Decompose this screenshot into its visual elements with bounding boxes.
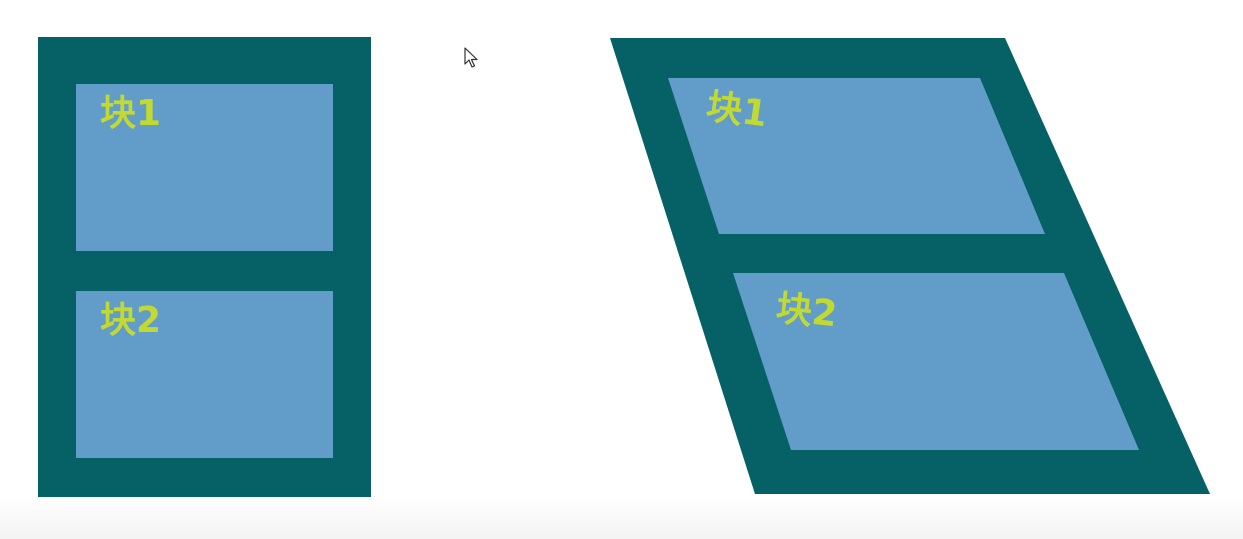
bottom-strip (0, 496, 1243, 539)
right-block-2-label: 块2 (774, 288, 839, 335)
left-block-1: 块1 (76, 84, 333, 251)
right-block-1 (668, 78, 1045, 234)
left-block-2: 块2 (76, 291, 333, 458)
right-block-1-label: 块1 (704, 86, 770, 135)
left-block-1-label: 块1 (100, 93, 162, 134)
left-container: 块1 块2 (38, 37, 371, 497)
left-block-2-label: 块2 (100, 300, 162, 341)
right-block-2 (733, 273, 1139, 450)
mouse-cursor-icon (464, 47, 478, 68)
